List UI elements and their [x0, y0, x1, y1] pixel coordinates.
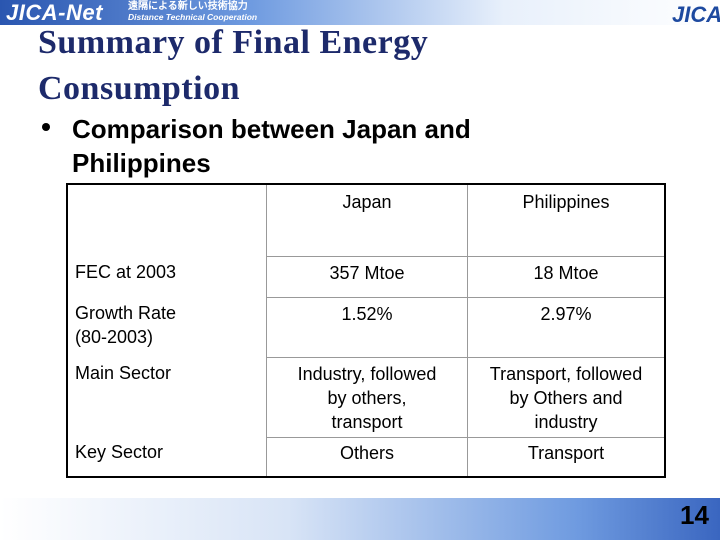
cell: 18 Mtoe: [467, 255, 665, 297]
cell: 1.52%: [266, 296, 468, 357]
corner-cell: [67, 184, 267, 256]
header-bar: [0, 0, 720, 25]
cell: Main Sector: [75, 363, 172, 383]
brand: JICA: [672, 2, 720, 27]
bullet-dot: [42, 123, 50, 131]
cell: Key Sector: [75, 442, 164, 462]
row: Main Sector Industry, followed by others…: [67, 356, 665, 437]
tagline-ja: 遠隔による新しい技術協力: [128, 1, 248, 12]
row: Key Sector Others Transport: [67, 436, 665, 477]
cell: Growth Rate (80-2003): [75, 303, 177, 347]
footer-bar: [0, 498, 720, 540]
page-number: 14: [680, 500, 709, 530]
cell: 357 Mtoe: [266, 255, 468, 297]
row: Growth Rate (80-2003) 1.52% 2.97%: [67, 296, 665, 357]
title: Summary of Final Energy Consumption: [38, 24, 429, 107]
header-cell: Philippines: [467, 184, 665, 256]
bullet-text: Comparison between Japan and Philippines: [72, 114, 471, 178]
header-cell: Japan: [266, 184, 468, 256]
row: FEC at 2003 357 Mtoe 18 Mtoe: [67, 255, 665, 297]
tagline-en: Distance Technical Cooperation: [128, 12, 258, 22]
cell: Industry, followed by others, transport: [266, 356, 468, 437]
cell: Transport, followed by Others and indust…: [467, 356, 665, 437]
header-row: Japan Philippines: [67, 184, 665, 256]
logo: JICA-Net: [6, 0, 103, 25]
cell: 2.97%: [467, 296, 665, 357]
cell: FEC at 2003: [75, 262, 177, 282]
table: Japan Philippines FEC at 2003 357 Mtoe 1…: [66, 183, 666, 478]
cell: Transport: [467, 436, 665, 477]
cell: Others: [266, 436, 468, 477]
